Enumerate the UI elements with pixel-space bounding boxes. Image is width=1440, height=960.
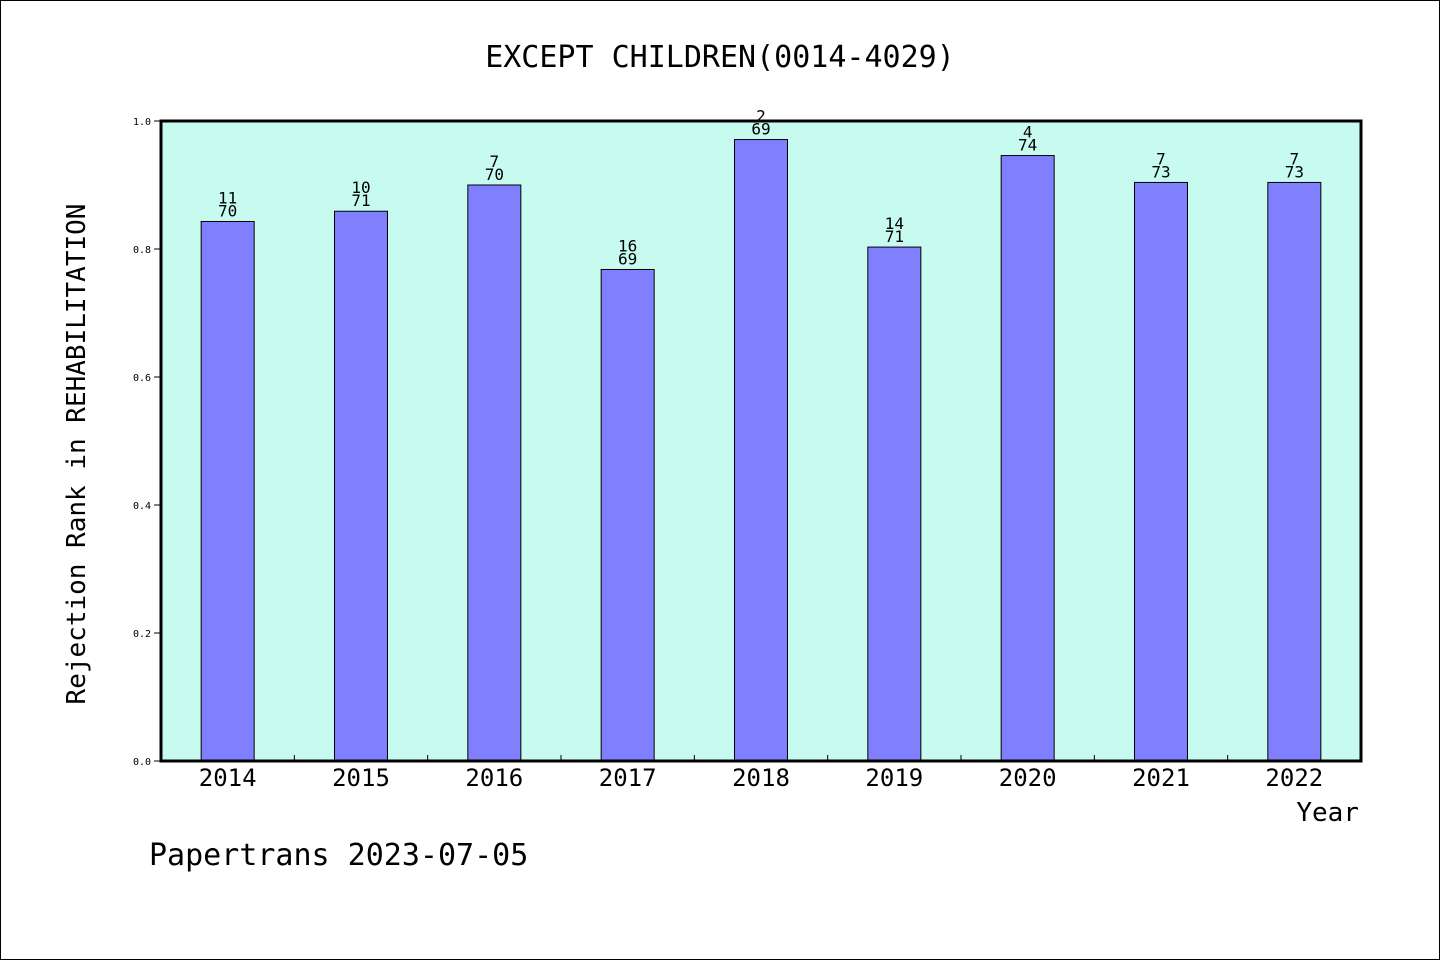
x-tick-label: 2019 xyxy=(865,764,923,792)
y-axis: 0.0 0.2 0.4 0.6 0.8 1.0 xyxy=(133,117,161,768)
bar-rank-label: 14 xyxy=(885,214,904,233)
x-tick-label: 2014 xyxy=(199,764,257,792)
x-tick-label: 2016 xyxy=(465,764,523,792)
bar-total-label: 71 xyxy=(351,191,370,210)
bar-2020 xyxy=(1000,155,1055,762)
chart-title: EXCEPT CHILDREN(0014-4029) xyxy=(485,40,955,75)
bar-rank-label: 10 xyxy=(351,178,370,197)
bar-2018 xyxy=(734,139,788,762)
bar-group xyxy=(200,139,1322,762)
bar-total-label: 70 xyxy=(485,165,504,184)
bar-total-label: 69 xyxy=(751,120,770,139)
x-tick-label: 2017 xyxy=(599,764,657,792)
x-tick-label: 2022 xyxy=(1265,764,1323,792)
bar-2017 xyxy=(600,268,655,762)
x-tick-label: 2018 xyxy=(732,764,790,792)
bar-rank-label: 7 xyxy=(1290,149,1300,168)
bar-2014 xyxy=(200,220,255,762)
bar-rank-label: 7 xyxy=(1156,149,1166,168)
bar-2022 xyxy=(1267,181,1322,762)
bar-total-label: 71 xyxy=(885,227,904,246)
bar-rank-label: 4 xyxy=(1023,123,1033,142)
x-tick-label: 2021 xyxy=(1132,764,1190,792)
x-tick-label: 2015 xyxy=(332,764,390,792)
x-axis: 2014 2015 2016 2017 2018 2019 2020 2021 2022 xyxy=(199,755,1323,792)
bar-rank-label: 11 xyxy=(218,188,237,207)
bar-rank-label: 7 xyxy=(490,152,500,171)
y-axis-label: Rejection Rank in REHABILITATION xyxy=(62,204,92,705)
bar-total-label: 70 xyxy=(218,201,237,220)
bar-total-label: 73 xyxy=(1151,162,1170,181)
plot-frame xyxy=(159,119,1363,763)
y-tick-label: 1.0 xyxy=(133,117,151,128)
bar-total-label: 69 xyxy=(618,249,637,268)
footer-text: Papertrans 2023-07-05 xyxy=(149,838,528,873)
y-tick-label: 0.2 xyxy=(133,629,151,640)
bar-2015 xyxy=(334,210,388,762)
y-tick-label: 0.0 xyxy=(133,757,151,768)
bar-total-label: 73 xyxy=(1285,162,1304,181)
bar-rank-label: 2 xyxy=(756,107,766,126)
x-axis-label: Year xyxy=(1296,798,1359,828)
bar-2016 xyxy=(467,184,522,762)
y-tick-label: 0.4 xyxy=(133,501,151,512)
bar-2019 xyxy=(867,246,922,762)
bar-2021 xyxy=(1134,181,1188,762)
bar-total-label: 74 xyxy=(1018,136,1037,155)
y-tick-label: 0.6 xyxy=(133,373,151,384)
y-tick-label: 0.8 xyxy=(133,245,151,256)
x-tick-label: 2020 xyxy=(999,764,1057,792)
bar-rank-label: 16 xyxy=(618,236,637,255)
